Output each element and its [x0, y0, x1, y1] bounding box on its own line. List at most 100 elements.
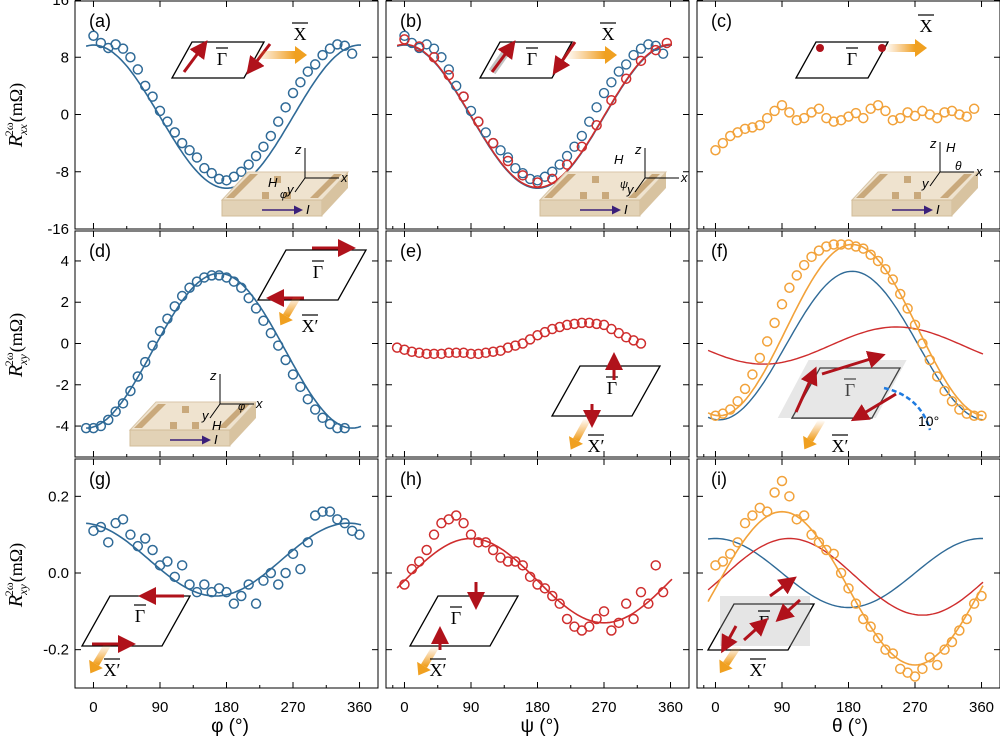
fit-line-orange: [707, 510, 984, 666]
x-point-label: X′: [750, 660, 767, 680]
panel-frame: [696, 458, 1000, 689]
data-point: [399, 344, 410, 355]
spin-arrow: [794, 366, 818, 413]
data-point: [406, 346, 418, 358]
y-tick-label: -4: [56, 418, 69, 435]
data-point: [739, 383, 751, 395]
data-point-blue: [428, 43, 440, 54]
data-point: [806, 251, 817, 263]
data-point: [399, 579, 410, 590]
data-point: [835, 567, 847, 579]
y-tick-label: 0.0: [48, 565, 69, 582]
data-point-blue: [561, 150, 573, 162]
data-point: [88, 30, 99, 42]
current-label: I: [624, 202, 628, 217]
data-point: [657, 586, 669, 598]
data-point: [946, 396, 958, 407]
axis-y: [209, 403, 221, 419]
data-point: [332, 422, 343, 434]
spin-arrow: [821, 350, 886, 376]
data-point: [517, 560, 528, 571]
data-point-blue: [510, 162, 521, 174]
data-point: [243, 292, 254, 304]
data-point: [776, 475, 788, 487]
zone-parallelogram: [478, 41, 574, 79]
data-point: [95, 420, 107, 432]
data-point: [339, 422, 350, 434]
x-tick-label: 270: [591, 699, 616, 716]
data-point: [176, 290, 188, 302]
electrode-pad: [892, 192, 899, 199]
electrode: [218, 404, 250, 428]
data-point: [547, 323, 558, 335]
y-tick-label: 8: [61, 49, 69, 66]
data-point: [954, 625, 965, 636]
x-point-label: X′: [430, 660, 447, 680]
angle-label: φ: [280, 189, 287, 201]
data-point: [858, 112, 869, 124]
data-point: [761, 506, 773, 517]
data-point: [414, 347, 425, 359]
orange-arrow-head: [279, 311, 293, 326]
data-point: [968, 598, 980, 609]
y-tick-label: 0: [61, 107, 69, 124]
data-point: [961, 111, 972, 122]
data-point: [613, 617, 625, 629]
axis-y: [294, 177, 306, 193]
x-point-label: X: [920, 16, 933, 36]
gamma-label: Γ: [451, 608, 461, 628]
data-point-blue: [539, 171, 551, 182]
data-point: [561, 319, 573, 331]
fit-line: [86, 522, 362, 597]
gamma-label: Γ: [607, 378, 617, 398]
data-point: [236, 590, 247, 602]
x-point-label: X: [602, 24, 615, 44]
angle-label: θ: [955, 159, 962, 173]
data-point: [332, 39, 343, 50]
fit-line-red: [707, 326, 984, 365]
electrode: [544, 174, 576, 198]
data-point: [502, 342, 514, 353]
x-point-label: X′: [104, 660, 121, 680]
data-point: [931, 371, 943, 382]
data-point-blue: [613, 66, 624, 77]
data-point: [747, 510, 758, 521]
data-point: [324, 506, 336, 517]
data-point: [191, 586, 203, 598]
data-point: [532, 177, 543, 188]
data-point: [635, 586, 647, 598]
orange-arrow-head: [417, 661, 431, 676]
data-point: [280, 354, 291, 366]
data-point: [154, 325, 166, 337]
spin-arrow: [769, 576, 797, 598]
data-point: [258, 575, 269, 586]
x-point-label: X′: [832, 436, 849, 456]
axis-y-label: y: [286, 182, 295, 197]
data-point: [931, 659, 943, 671]
orange-arrow-shaft: [282, 294, 302, 318]
data-point: [769, 487, 780, 498]
data-point: [620, 598, 632, 609]
axis-z-label: z: [929, 136, 937, 151]
panel-g: 0 90 180 270 360 0.2 0.0 -0.2 (g): [43, 458, 394, 716]
gamma-label: Γ: [527, 49, 537, 69]
dashed-arc: [883, 386, 932, 431]
electrode-pad: [284, 192, 291, 199]
data-point: [154, 105, 166, 117]
data-point: [606, 94, 617, 106]
data-point: [250, 303, 262, 314]
data-point: [132, 64, 144, 75]
orange-arrow-shaft: [572, 416, 592, 442]
data-point: [732, 537, 743, 548]
orange-arrow-head: [719, 659, 733, 674]
data-point: [828, 548, 839, 560]
data-point: [583, 621, 595, 632]
orange-arrow-head: [915, 39, 927, 57]
zone-parallelogram: [170, 41, 266, 79]
electrode-pad: [262, 192, 269, 199]
current-label: I: [214, 432, 218, 447]
device-side: [230, 402, 256, 446]
data-point: [747, 369, 758, 380]
gamma-label: Γ: [847, 49, 857, 69]
data-point: [265, 567, 277, 579]
